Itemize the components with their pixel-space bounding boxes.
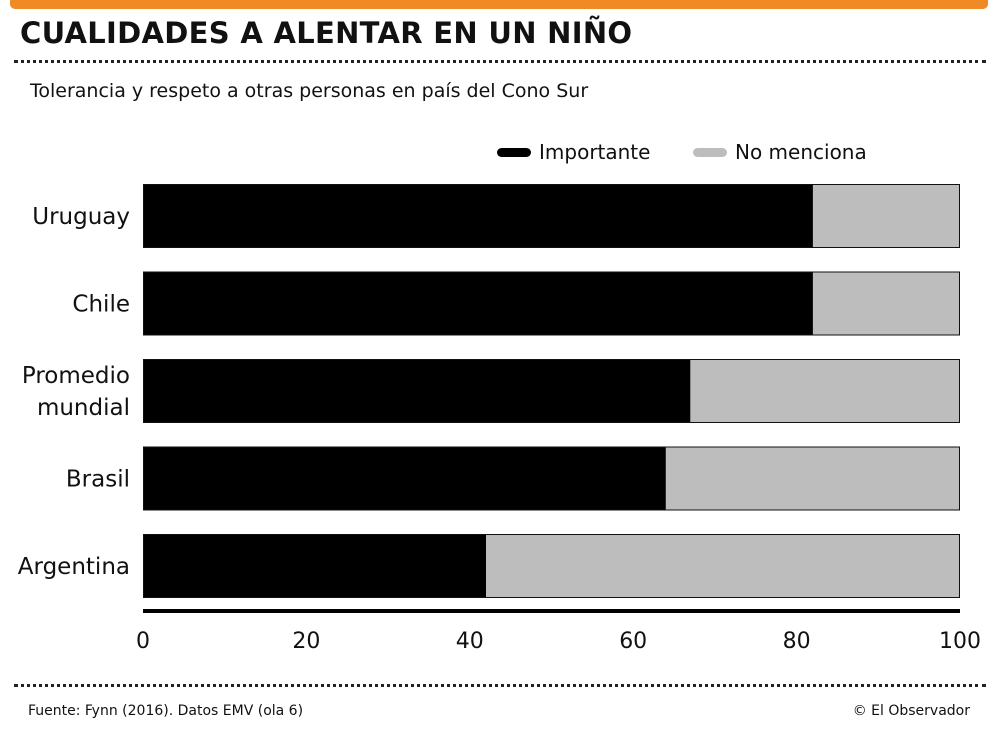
x-tick-label-60: 60: [619, 629, 647, 654]
bar-outline-promedio-mundial: [143, 359, 960, 423]
dotted-divider-bottom: [14, 684, 986, 687]
bar-no-menciona-argentina: [486, 534, 960, 598]
category-label-promedio-mundial: Promedio mundial: [22, 363, 130, 421]
bar-importante-brasil: [143, 446, 666, 511]
chart-title: CUALIDADES A ALENTAR EN UN NIÑO: [20, 16, 633, 50]
accent-top-bar: [10, 0, 988, 9]
legend-label-no-menciona: No menciona: [735, 140, 867, 164]
bar-outline-chile: [143, 271, 960, 336]
category-label-brasil: Brasil: [66, 467, 130, 493]
source-note: Fuente: Fynn (2016). Datos EMV (ola 6): [28, 703, 304, 719]
legend-item-importante: Importante: [497, 140, 650, 164]
x-tick-label-20: 20: [292, 629, 320, 654]
x-tick-label-40: 40: [456, 629, 484, 654]
x-tick-label-100: 100: [939, 629, 981, 654]
bar-importante-argentina: [143, 534, 487, 598]
bar-importante-uruguay: [143, 184, 813, 248]
legend-swatch-importante: [497, 147, 531, 157]
bar-no-menciona-promedio-mundial: [690, 359, 960, 423]
bar-importante-promedio-mundial: [143, 359, 691, 423]
copyright-credit: © El Observador: [852, 703, 970, 719]
dotted-divider-top: [14, 60, 986, 63]
bar-no-menciona-brasil: [665, 446, 960, 511]
category-label-argentina: Argentina: [18, 554, 130, 580]
bar-no-menciona-chile: [812, 271, 960, 336]
category-label-uruguay: Uruguay: [32, 204, 130, 230]
x-tick-label-80: 80: [783, 629, 811, 654]
legend-item-no-menciona: No menciona: [693, 140, 867, 164]
chart-subtitle: Tolerancia y respeto a otras personas en…: [30, 80, 589, 102]
legend-label-importante: Importante: [539, 140, 651, 164]
bar-no-menciona-uruguay: [812, 184, 960, 248]
bar-importante-chile: [143, 271, 813, 336]
bar-outline-brasil: [143, 446, 960, 511]
bar-outline-argentina: [143, 534, 960, 598]
category-label-chile: Chile: [72, 292, 130, 318]
bar-outline-uruguay: [143, 184, 960, 248]
legend-swatch-no-menciona: [693, 147, 727, 157]
x-tick-label-0: 0: [136, 629, 150, 654]
